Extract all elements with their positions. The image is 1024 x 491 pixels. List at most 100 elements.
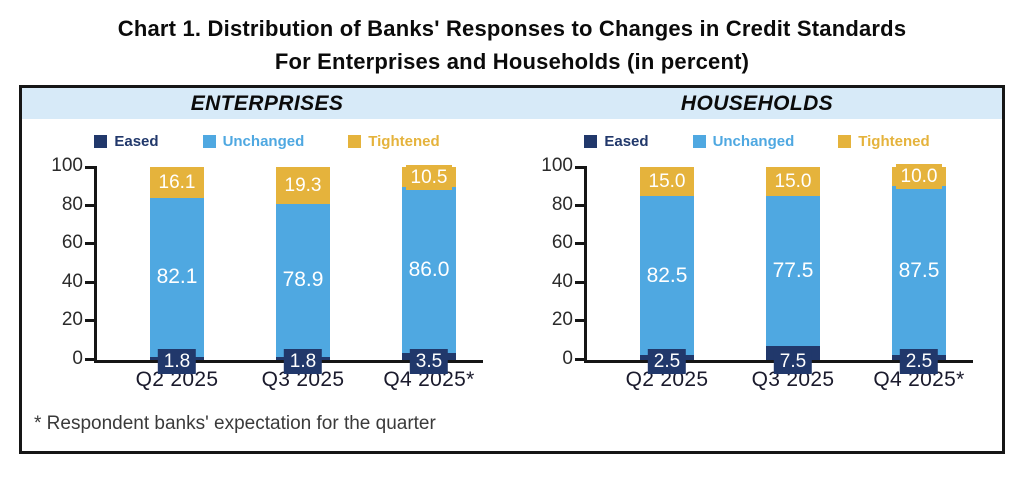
page-title: Chart 1. Distribution of Banks' Response… bbox=[0, 0, 1024, 78]
legend: Eased Unchanged Tightened bbox=[22, 131, 512, 151]
bar-segment-tightened: 16.1 bbox=[150, 167, 204, 199]
x-axis-label: Q3 2025 bbox=[261, 368, 345, 391]
bar-label-eased: 7.5 bbox=[773, 349, 813, 374]
y-axis-tick-label: 0 bbox=[72, 348, 83, 369]
legend-item-unchanged: Unchanged bbox=[202, 131, 305, 151]
x-axis-label: Q2 2025 bbox=[625, 368, 709, 391]
chart-frame: ENTERPRISES HOUSEHOLDS Eased Unchanged Tig… bbox=[19, 85, 1005, 454]
x-axis-label: Q4 2025* bbox=[873, 368, 965, 391]
plot-area: 0 20 40 60 80 100 2.5 82.5 15.0 Q2 2025 7.5 77.5 15.… bbox=[541, 155, 973, 391]
legend-label-eased: Eased bbox=[114, 132, 159, 150]
legend-label-tightened: Tightened bbox=[368, 132, 440, 150]
y-axis-tick-mark bbox=[575, 242, 587, 246]
x-axis-label: Q2 2025 bbox=[135, 368, 219, 391]
bar-segment-eased: 1.8 bbox=[276, 349, 330, 374]
header-strip: ENTERPRISES HOUSEHOLDS bbox=[22, 88, 1002, 119]
bar-label-tightened: 15.0 bbox=[769, 169, 817, 194]
y-axis-tick-label: 100 bbox=[51, 155, 83, 176]
legend-swatch-unchanged bbox=[202, 134, 216, 148]
y-axis-tick-label: 100 bbox=[541, 155, 573, 176]
charts-row: Eased Unchanged Tightened 0 20 40 60 80 100 1.8 8… bbox=[22, 119, 1002, 411]
panel-title-households: HOUSEHOLDS bbox=[680, 92, 834, 115]
legend-swatch-tightened bbox=[838, 134, 852, 148]
legend-label-unchanged: Unchanged bbox=[712, 132, 795, 150]
page-title-line1: Chart 1. Distribution of Banks' Response… bbox=[117, 16, 907, 41]
plot-area: 0 20 40 60 80 100 1.8 82.1 16.1 Q2 2025 1.8 78.9 19.… bbox=[51, 155, 483, 391]
x-axis-label: Q4 2025* bbox=[383, 368, 475, 391]
bar-label-unchanged: 87.5 bbox=[898, 258, 940, 282]
bar-label-tightened: 19.3 bbox=[279, 173, 327, 199]
bar-label-tightened: 16.1 bbox=[153, 170, 201, 196]
bar-segment-unchanged: 86.0 bbox=[402, 187, 456, 354]
legend-swatch-unchanged bbox=[692, 134, 706, 148]
y-axis-tick-label: 0 bbox=[562, 348, 573, 369]
legend-item-tightened: Tightened bbox=[838, 131, 930, 151]
bar-segment-eased: 3.5 bbox=[402, 349, 456, 374]
bar-segment-unchanged: 77.5 bbox=[766, 195, 820, 346]
stacked-bar: 1.8 78.9 19.3 bbox=[276, 167, 330, 374]
legend-label-tightened: Tightened bbox=[858, 132, 930, 150]
bar-segment-tightened: 15.0 bbox=[640, 167, 694, 196]
y-axis-tick-label: 20 bbox=[61, 309, 83, 331]
legend-label-unchanged: Unchanged bbox=[222, 132, 305, 150]
y-axis-tick-label: 40 bbox=[61, 270, 83, 292]
bar-segment-tightened: 10.5 bbox=[402, 164, 456, 190]
bar-label-unchanged: 82.1 bbox=[156, 265, 198, 289]
bar-segment-unchanged: 82.5 bbox=[640, 195, 694, 356]
bar-label-tightened: 10.5 bbox=[405, 164, 453, 190]
bar-label-eased: 2.5 bbox=[899, 349, 939, 374]
bar-label-unchanged: 78.9 bbox=[282, 268, 324, 292]
y-axis-tick-mark bbox=[575, 319, 587, 323]
bar-label-unchanged: 82.5 bbox=[646, 263, 688, 287]
y-axis-tick-mark bbox=[85, 242, 97, 246]
y-axis-tick-mark bbox=[85, 319, 97, 323]
y-axis-tick-label: 40 bbox=[551, 270, 573, 292]
y-axis-tick-label: 20 bbox=[551, 309, 573, 331]
x-axis-label: Q3 2025 bbox=[751, 368, 835, 391]
bar-segment-eased: 7.5 bbox=[766, 345, 820, 374]
bar-segment-eased: 2.5 bbox=[892, 349, 946, 374]
footnote: * Respondent banks' expectation for the … bbox=[34, 413, 436, 434]
legend-label-eased: Eased bbox=[604, 132, 649, 150]
bar-label-tightened: 10.0 bbox=[895, 164, 943, 190]
bar-segment-unchanged: 87.5 bbox=[892, 186, 946, 356]
y-axis-tick-mark bbox=[575, 166, 587, 169]
bar-segment-eased: 2.5 bbox=[640, 349, 694, 374]
legend-swatch-tightened bbox=[348, 134, 362, 148]
y-axis-tick-label: 80 bbox=[61, 193, 83, 215]
y-axis-tick-mark bbox=[575, 280, 587, 284]
stacked-bar: 1.8 82.1 16.1 bbox=[150, 167, 204, 374]
y-axis-tick-label: 60 bbox=[61, 232, 83, 254]
y-axis-tick-label: 80 bbox=[551, 193, 573, 215]
y-axis-tick-mark bbox=[85, 358, 97, 361]
bar-segment-tightened: 15.0 bbox=[766, 167, 820, 196]
stacked-bar: 3.5 86.0 10.5 bbox=[402, 164, 456, 374]
bar-label-eased: 1.8 bbox=[283, 349, 323, 374]
legend-item-unchanged: Unchanged bbox=[692, 131, 795, 151]
y-axis-tick-label: 60 bbox=[551, 232, 573, 254]
legend: Eased Unchanged Tightened bbox=[512, 131, 1002, 151]
bar-label-eased: 3.5 bbox=[409, 349, 449, 374]
y-axis-tick-mark bbox=[85, 203, 97, 207]
legend-item-eased: Eased bbox=[94, 131, 159, 151]
bar-label-eased: 1.8 bbox=[157, 349, 197, 374]
page-title-line2: For Enterprises and Households (in perce… bbox=[274, 49, 750, 74]
stacked-bar: 2.5 87.5 10.0 bbox=[892, 164, 946, 374]
panel-title-enterprises: ENTERPRISES bbox=[190, 92, 344, 115]
stacked-bar: 7.5 77.5 15.0 bbox=[766, 167, 820, 374]
y-axis-tick-mark bbox=[85, 280, 97, 284]
bar-label-unchanged: 77.5 bbox=[772, 258, 814, 282]
bar-segment-unchanged: 78.9 bbox=[276, 204, 330, 357]
enterprises-chart: Eased Unchanged Tightened 0 20 40 60 80 100 1.8 8… bbox=[22, 119, 512, 411]
bar-segment-tightened: 19.3 bbox=[276, 167, 330, 205]
legend-swatch-eased bbox=[94, 134, 108, 148]
bar-segment-eased: 1.8 bbox=[150, 349, 204, 374]
legend-item-tightened: Tightened bbox=[348, 131, 440, 151]
bar-segment-unchanged: 82.1 bbox=[150, 198, 204, 357]
bar-label-unchanged: 86.0 bbox=[408, 258, 450, 282]
bar-label-tightened: 15.0 bbox=[643, 169, 691, 194]
y-axis-tick-mark bbox=[85, 166, 97, 169]
legend-swatch-eased bbox=[584, 134, 598, 148]
y-axis-tick-mark bbox=[575, 358, 587, 361]
stacked-bar: 2.5 82.5 15.0 bbox=[640, 167, 694, 374]
